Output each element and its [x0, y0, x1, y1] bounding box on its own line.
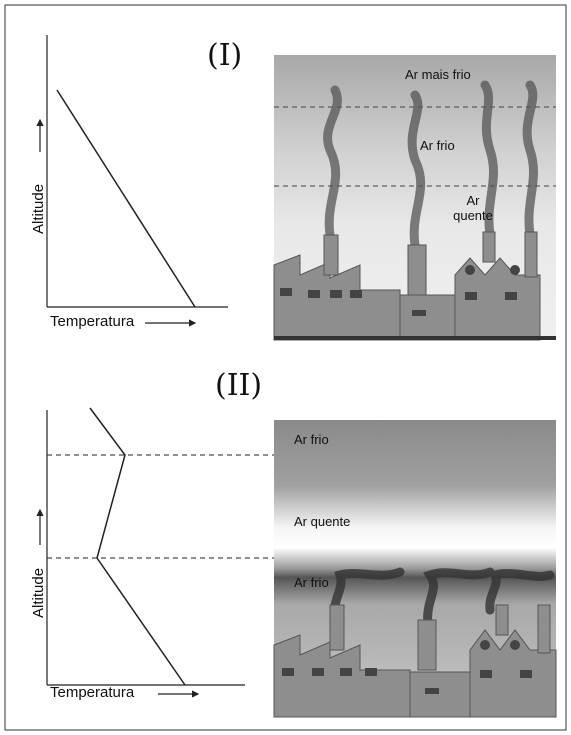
layer-label: Ar quente — [453, 193, 493, 223]
layer-label: Ar frio — [420, 138, 455, 153]
graph-1 — [36, 35, 228, 327]
y-axis-label: Altitude — [30, 567, 47, 618]
panel-label: (I) — [207, 38, 243, 73]
layer-label: Ar frio — [294, 575, 329, 590]
y-axis-label: Altitude — [30, 183, 47, 234]
x-axis-label: Temperatura — [50, 313, 135, 330]
frame — [4, 4, 567, 731]
layer-label: Ar frio — [294, 432, 329, 447]
picture-1 — [273, 55, 556, 341]
picture-2 — [273, 420, 557, 718]
layer-label: Ar mais frio — [405, 67, 471, 82]
x-axis-label: Temperatura — [50, 684, 135, 701]
graph-2 — [36, 407, 275, 698]
layer-label: Ar quente — [294, 514, 351, 529]
panel-label: (II) — [215, 368, 263, 403]
